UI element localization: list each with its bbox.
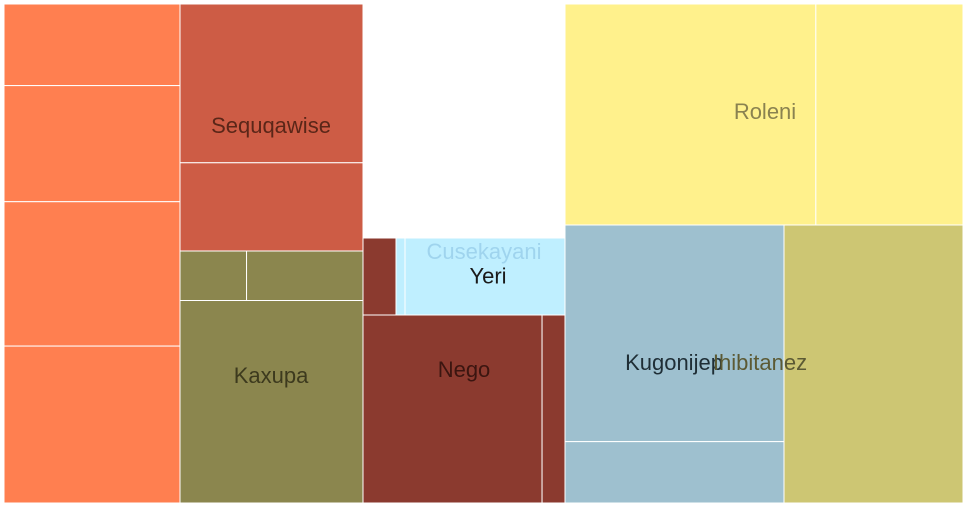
treemap-cell-3-1[interactable] (362, 314, 543, 504)
treemap-cell-0-1[interactable] (3, 85, 181, 203)
treemap-group-label: Sequqawise (211, 113, 331, 138)
treemap-group-label: Kaxupa (234, 363, 309, 388)
treemap-cell-2-2[interactable] (179, 300, 364, 504)
treemap-leaf-label: Yeri (469, 263, 506, 288)
treemap-cell-6-0[interactable] (564, 224, 785, 443)
treemap-cell-nego-small[interactable] (362, 237, 397, 316)
treemap-cell-7-0[interactable] (783, 224, 964, 504)
treemap-cell-2-1[interactable] (246, 250, 364, 301)
treemap-cell-3-2[interactable] (541, 314, 566, 504)
treemap-cell-5-1[interactable] (815, 3, 964, 226)
treemap-cell-2-0[interactable] (179, 250, 248, 301)
treemap-cell-6-1[interactable] (564, 441, 785, 504)
treemap-cell-0-3[interactable] (3, 345, 181, 504)
treemap-cells (3, 3, 964, 504)
treemap-cell-4-1[interactable] (404, 237, 566, 316)
treemap-cell-1-1[interactable] (179, 162, 364, 252)
treemap-cell-4-0[interactable] (395, 237, 406, 316)
treemap-cell-1-0[interactable] (179, 3, 364, 164)
treemap-group-label: Roleni (734, 99, 796, 124)
treemap-group-label: Cusekayani (427, 239, 542, 264)
treemap-group-label: Kugonijep (625, 350, 723, 375)
treemap-group-label: Nego (438, 357, 491, 382)
treemap-group-label: Ihibitanez (713, 350, 807, 375)
treemap-cell-0-0[interactable] (3, 3, 181, 87)
treemap-cell-0-2[interactable] (3, 201, 181, 347)
